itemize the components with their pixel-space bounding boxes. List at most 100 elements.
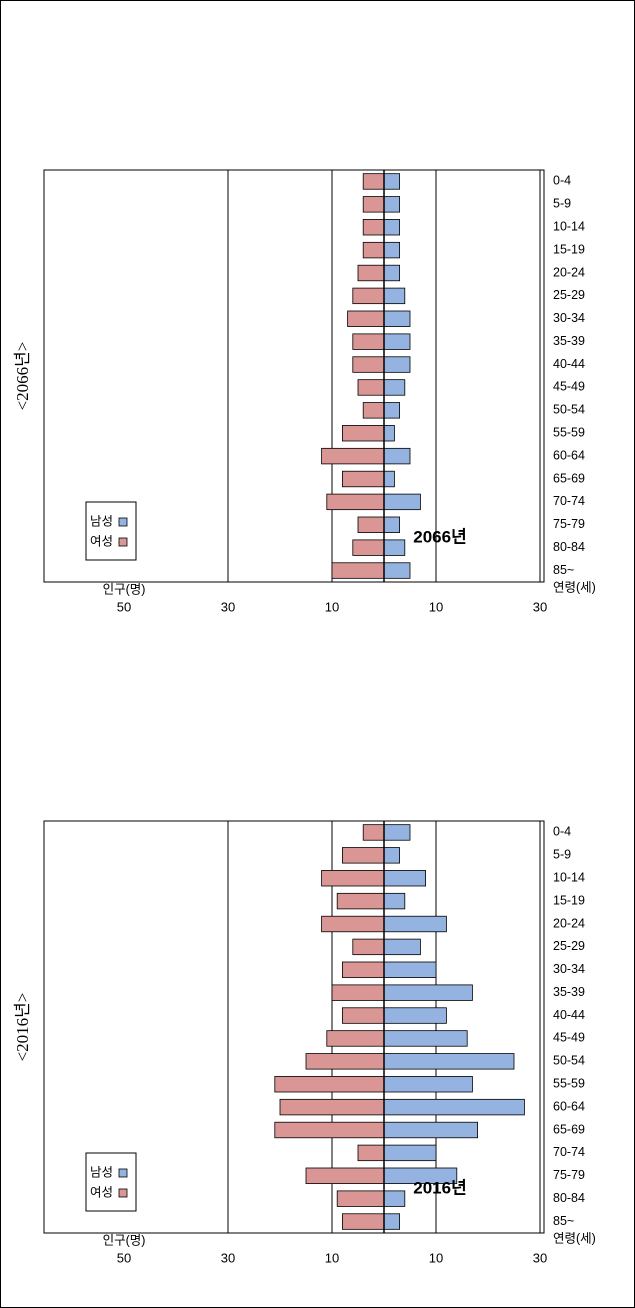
value-axis-label-2066: 인구(명) [103, 582, 146, 596]
legend-swatch-male-2016 [118, 1168, 128, 1178]
bar-female-85~ [341, 1213, 385, 1230]
bar-male-5-9 [383, 196, 401, 213]
bar-male-60-64 [383, 1098, 525, 1116]
bar-male-0-4 [383, 824, 411, 841]
legend-box-2016 [85, 1152, 137, 1212]
legend-box-2066 [85, 501, 137, 561]
age-label: 80-84 [553, 540, 585, 554]
bar-male-5-9 [383, 847, 401, 864]
bar-male-65-69 [383, 470, 395, 488]
legend-label-female-2016: 여성 [90, 1185, 113, 1199]
bar-female-70-74 [326, 493, 385, 511]
gridlines-2016 [227, 821, 541, 1233]
age-label: 85~ [553, 1214, 574, 1228]
age-label: 0-4 [553, 825, 571, 839]
category-axis-label-2016: 연령(세) [553, 1231, 596, 1245]
bar-male-40-44 [383, 1007, 447, 1024]
bar-female-40-44 [341, 1007, 385, 1024]
age-label: 45-49 [553, 380, 585, 394]
bar-female-45-49 [326, 1030, 385, 1047]
age-label: 55-59 [553, 1077, 585, 1091]
legend-label-male-2066: 남성 [90, 514, 113, 528]
bar-female-25-29 [352, 938, 385, 956]
age-label: 20-24 [553, 916, 585, 930]
tick-label-2: 10 [325, 1250, 339, 1265]
bar-female-25-29 [352, 287, 385, 305]
bar-female-10-14 [362, 219, 385, 236]
bar-female-50-54 [362, 402, 385, 419]
value-axis-label-2016: 인구(명) [103, 1233, 146, 1247]
bar-male-50-54 [383, 1053, 515, 1070]
bar-female-0-4 [362, 824, 385, 841]
bar-male-35-39 [383, 333, 411, 350]
bars-2016 [274, 824, 525, 1230]
bar-female-20-24 [321, 915, 385, 933]
bar-female-35-39 [331, 984, 385, 1001]
legend-2066: 여성 남성 [85, 501, 137, 561]
bar-female-15-19 [336, 892, 385, 910]
bar-female-15-19 [362, 241, 385, 259]
plot-frame-2066 [43, 169, 545, 583]
age-label: 70-74 [553, 1145, 585, 1159]
legend-swatch-female-2016 [118, 1188, 128, 1198]
tick-label-0: 50 [117, 599, 131, 614]
age-label: 5-9 [553, 197, 571, 211]
age-label: 65-69 [553, 471, 585, 485]
age-label: 40-44 [553, 357, 585, 371]
bar-male-35-39 [383, 984, 473, 1001]
value-ticks-2016: 503010103050 [117, 1250, 547, 1265]
bar-male-15-19 [383, 241, 401, 259]
bar-male-25-29 [383, 287, 406, 305]
bar-female-30-34 [341, 961, 385, 978]
tick-label-4: 30 [533, 599, 547, 614]
tick-label-4: 30 [533, 1250, 547, 1265]
bar-male-10-14 [383, 870, 426, 887]
bar-male-0-4 [383, 173, 401, 190]
bar-male-40-44 [383, 356, 411, 373]
panel-2066: 85~ 80-84 75-79 70-74 65-69 60-64 55-59 50-54 45… [13, 169, 596, 614]
bar-female-55-59 [274, 1076, 385, 1093]
bar-female-10-14 [321, 870, 385, 887]
bar-female-0-4 [362, 173, 385, 190]
age-label: 75-79 [553, 1168, 585, 1182]
bar-male-10-14 [383, 219, 401, 236]
bar-female-45-49 [357, 379, 385, 396]
tick-label-0: 50 [117, 1250, 131, 1265]
year-label-2016: 2016년 [413, 1178, 466, 1197]
bar-male-15-19 [383, 892, 406, 910]
age-label: 65-69 [553, 1122, 585, 1136]
bar-male-30-34 [383, 310, 411, 327]
age-label: 10-14 [553, 871, 585, 885]
age-label: 15-19 [553, 893, 585, 907]
bar-male-80-84 [383, 539, 406, 556]
bar-male-30-34 [383, 961, 437, 978]
bar-female-70-74 [357, 1144, 385, 1162]
age-labels-2066: 85~ 80-84 75-79 70-74 65-69 60-64 55-59 50-54 45… [553, 174, 585, 577]
bar-female-75-79 [357, 516, 385, 533]
age-label: 35-39 [553, 334, 585, 348]
bar-female-55-59 [341, 425, 385, 442]
age-label: 50-54 [553, 403, 585, 417]
bar-female-30-34 [347, 310, 385, 327]
bar-female-75-79 [305, 1167, 385, 1184]
age-label: 0-4 [553, 174, 571, 188]
bar-female-20-24 [357, 264, 385, 282]
bar-female-80-84 [352, 539, 385, 556]
bar-female-50-54 [305, 1053, 385, 1070]
age-label: 35-39 [553, 985, 585, 999]
bar-male-85~ [383, 562, 411, 579]
bar-female-60-64 [321, 447, 385, 465]
bar-male-55-59 [383, 425, 395, 442]
legend-swatch-male-2066 [118, 517, 128, 527]
bar-female-65-69 [341, 470, 385, 488]
bar-male-20-24 [383, 915, 447, 933]
caption-2016: <2016년> [13, 993, 32, 1062]
tick-label-2: 10 [325, 599, 339, 614]
tick-label-3: 10 [429, 599, 443, 614]
age-label: 75-79 [553, 517, 585, 531]
bar-male-50-54 [383, 402, 401, 419]
bar-male-85~ [383, 1213, 401, 1230]
legend-label-male-2016: 남성 [90, 1165, 113, 1179]
age-labels-2016: 85~ 80-84 75-79 70-74 65-69 60-64 55-59 50-54 45… [553, 825, 585, 1228]
